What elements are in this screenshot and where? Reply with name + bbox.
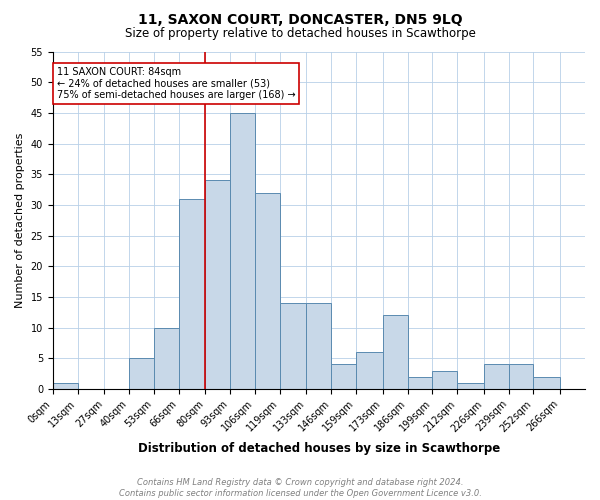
Text: 11 SAXON COURT: 84sqm
← 24% of detached houses are smaller (53)
75% of semi-deta: 11 SAXON COURT: 84sqm ← 24% of detached … — [56, 67, 295, 100]
Bar — [154, 328, 179, 389]
Bar — [509, 364, 533, 389]
Text: Size of property relative to detached houses in Scawthorpe: Size of property relative to detached ho… — [125, 28, 475, 40]
Text: 11, SAXON COURT, DONCASTER, DN5 9LQ: 11, SAXON COURT, DONCASTER, DN5 9LQ — [137, 12, 463, 26]
Bar — [230, 113, 255, 389]
Bar — [179, 198, 205, 389]
Bar — [129, 358, 154, 389]
Bar — [407, 376, 433, 389]
Bar — [255, 192, 280, 389]
X-axis label: Distribution of detached houses by size in Scawthorpe: Distribution of detached houses by size … — [138, 442, 500, 455]
Text: Contains HM Land Registry data © Crown copyright and database right 2024.
Contai: Contains HM Land Registry data © Crown c… — [119, 478, 481, 498]
Bar — [433, 370, 457, 389]
Bar — [331, 364, 356, 389]
Bar — [280, 303, 307, 389]
Bar — [457, 383, 484, 389]
Bar — [356, 352, 383, 389]
Y-axis label: Number of detached properties: Number of detached properties — [15, 132, 25, 308]
Bar — [484, 364, 509, 389]
Bar — [307, 303, 331, 389]
Bar — [383, 316, 407, 389]
Bar — [53, 383, 77, 389]
Bar — [533, 376, 560, 389]
Bar — [205, 180, 230, 389]
